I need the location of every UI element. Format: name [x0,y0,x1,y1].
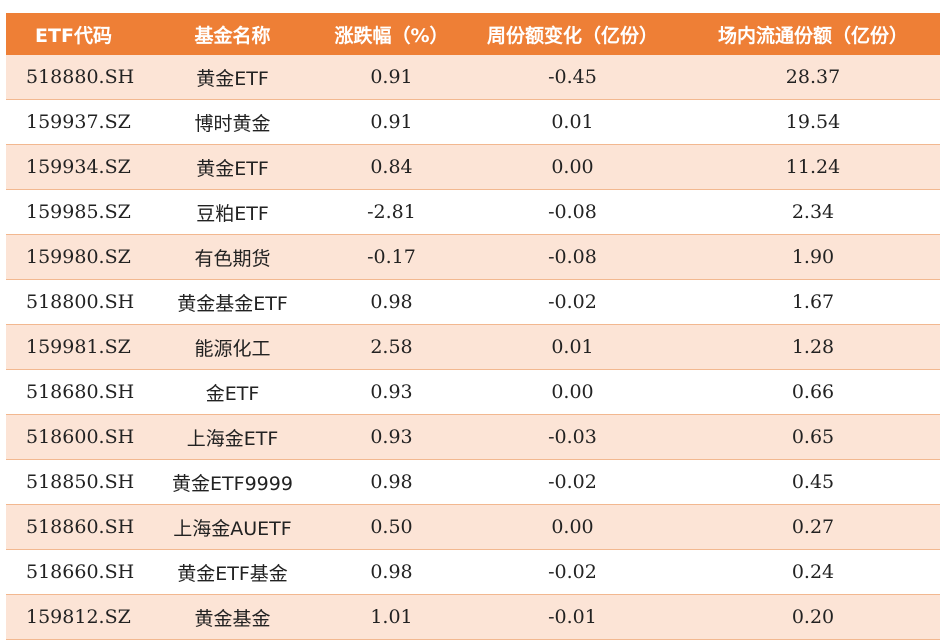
cell-weekly-share-change: 0.01 [459,324,686,370]
cell-change-pct: 0.98 [324,459,459,505]
cell-etf-code: 159934.SZ [6,144,141,190]
cell-floating-shares: 2.34 [686,189,940,235]
cell-weekly-share-change: -0.45 [459,55,686,100]
cell-weekly-share-change: -0.01 [459,594,686,640]
table-row[interactable]: 518600.SH 上海金ETF 0.93 -0.03 0.65 [6,414,940,460]
cell-change-pct: 0.91 [324,55,459,100]
cell-change-pct: 0.93 [324,414,459,460]
header-etf-code[interactable]: ETF代码 [6,13,141,55]
cell-fund-name: 黄金ETF [141,55,324,100]
cell-etf-code: 518660.SH [6,549,141,595]
cell-change-pct: 2.58 [324,324,459,370]
cell-etf-code: 518860.SH [6,504,141,550]
cell-weekly-share-change: -0.08 [459,234,686,280]
cell-weekly-share-change: 0.00 [459,144,686,190]
table-row[interactable]: 518660.SH 黄金ETF基金 0.98 -0.02 0.24 [6,549,940,595]
table-row[interactable]: 159934.SZ 黄金ETF 0.84 0.00 11.24 [6,144,940,190]
table-row[interactable]: 518880.SH 黄金ETF 0.91 -0.45 28.37 [6,55,940,100]
cell-fund-name: 黄金ETF [141,144,324,190]
cell-etf-code: 159980.SZ [6,234,141,280]
cell-etf-code: 518850.SH [6,459,141,505]
header-row: ETF代码 基金名称 涨跌幅（%） 周份额变化（亿份） 场内流通份额（亿份） [6,13,940,55]
table-row[interactable]: 518680.SH 金ETF 0.93 0.00 0.66 [6,369,940,415]
cell-etf-code: 518800.SH [6,279,141,325]
cell-fund-name: 上海金AUETF [141,504,324,550]
table-row[interactable]: 518850.SH 黄金ETF9999 0.98 -0.02 0.45 [6,459,940,505]
cell-weekly-share-change: -0.03 [459,414,686,460]
cell-floating-shares: 0.66 [686,369,940,415]
cell-weekly-share-change: 0.00 [459,504,686,550]
cell-floating-shares: 0.65 [686,414,940,460]
cell-fund-name: 黄金ETF9999 [141,459,324,505]
cell-fund-name: 能源化工 [141,324,324,370]
cell-fund-name: 豆粕ETF [141,189,324,235]
cell-etf-code: 518680.SH [6,369,141,415]
cell-weekly-share-change: -0.08 [459,189,686,235]
cell-fund-name: 上海金ETF [141,414,324,460]
cell-change-pct: 0.98 [324,549,459,595]
cell-weekly-share-change: -0.02 [459,459,686,505]
cell-floating-shares: 19.54 [686,99,940,145]
cell-etf-code: 159812.SZ [6,594,141,640]
table-row[interactable]: 518800.SH 黄金基金ETF 0.98 -0.02 1.67 [6,279,940,325]
cell-fund-name: 黄金ETF基金 [141,549,324,595]
etf-table: ETF代码 基金名称 涨跌幅（%） 周份额变化（亿份） 场内流通份额（亿份） 5… [6,13,940,640]
cell-change-pct: 0.98 [324,279,459,325]
cell-etf-code: 518880.SH [6,55,141,100]
header-weekly-share-change[interactable]: 周份额变化（亿份） [459,13,686,55]
table-row[interactable]: 159812.SZ 黄金基金 1.01 -0.01 0.20 [6,594,940,640]
cell-floating-shares: 0.45 [686,459,940,505]
cell-etf-code: 518600.SH [6,414,141,460]
cell-etf-code: 159937.SZ [6,99,141,145]
cell-change-pct: 0.50 [324,504,459,550]
cell-fund-name: 黄金基金ETF [141,279,324,325]
cell-floating-shares: 1.90 [686,234,940,280]
header-change-pct[interactable]: 涨跌幅（%） [324,13,459,55]
table-body: 518880.SH 黄金ETF 0.91 -0.45 28.37 159937.SZ 博时黄… [6,55,940,640]
cell-change-pct: 0.93 [324,369,459,415]
cell-floating-shares: 0.24 [686,549,940,595]
cell-floating-shares: 1.28 [686,324,940,370]
cell-fund-name: 有色期货 [141,234,324,280]
cell-weekly-share-change: 0.00 [459,369,686,415]
table-row[interactable]: 159980.SZ 有色期货 -0.17 -0.08 1.90 [6,234,940,280]
cell-floating-shares: 1.67 [686,279,940,325]
header-floating-shares[interactable]: 场内流通份额（亿份） [686,13,940,55]
cell-weekly-share-change: -0.02 [459,279,686,325]
header-fund-name[interactable]: 基金名称 [141,13,324,55]
cell-weekly-share-change: 0.01 [459,99,686,145]
cell-change-pct: 0.84 [324,144,459,190]
cell-fund-name: 黄金基金 [141,594,324,640]
table-row[interactable]: 159937.SZ 博时黄金 0.91 0.01 19.54 [6,99,940,145]
table-row[interactable]: 518860.SH 上海金AUETF 0.50 0.00 0.27 [6,504,940,550]
cell-change-pct: -0.17 [324,234,459,280]
cell-floating-shares: 0.27 [686,504,940,550]
cell-etf-code: 159985.SZ [6,189,141,235]
cell-floating-shares: 28.37 [686,55,940,100]
cell-change-pct: 1.01 [324,594,459,640]
cell-weekly-share-change: -0.02 [459,549,686,595]
cell-fund-name: 金ETF [141,369,324,415]
cell-fund-name: 博时黄金 [141,99,324,145]
table-row[interactable]: 159985.SZ 豆粕ETF -2.81 -0.08 2.34 [6,189,940,235]
cell-etf-code: 159981.SZ [6,324,141,370]
cell-floating-shares: 0.20 [686,594,940,640]
cell-change-pct: -2.81 [324,189,459,235]
cell-change-pct: 0.91 [324,99,459,145]
cell-floating-shares: 11.24 [686,144,940,190]
table-row[interactable]: 159981.SZ 能源化工 2.58 0.01 1.28 [6,324,940,370]
